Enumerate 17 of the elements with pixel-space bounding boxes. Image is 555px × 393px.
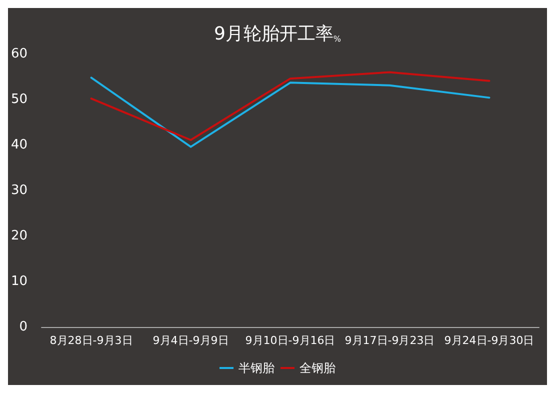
y-tick-label: 40 bbox=[10, 138, 28, 152]
y-tick-label: 60 bbox=[10, 46, 28, 62]
chart-title: 9月轮胎开工率% bbox=[214, 24, 342, 44]
legend-label: 半钢胎 bbox=[238, 361, 274, 375]
line-series bbox=[90, 71, 490, 141]
y-tick-label: 50 bbox=[10, 92, 28, 107]
line-series bbox=[90, 76, 490, 148]
y-tick-label: 0 bbox=[19, 320, 28, 334]
y-tick-label: 10 bbox=[10, 274, 28, 289]
x-tick-label: 9月10日-9月16日 bbox=[245, 334, 336, 347]
x-tick-label: 8月28日-9月3日 bbox=[50, 334, 133, 347]
x-tick-label: 9月4日-9月9日 bbox=[152, 334, 229, 347]
x-tick-label: 9月17日-9月23日 bbox=[344, 334, 435, 347]
y-tick-label: 20 bbox=[10, 228, 28, 244]
legend-label: 全钢胎 bbox=[300, 361, 336, 375]
x-tick-label: 9月24日-9月30日 bbox=[444, 334, 534, 347]
y-tick-label: 30 bbox=[10, 183, 28, 198]
